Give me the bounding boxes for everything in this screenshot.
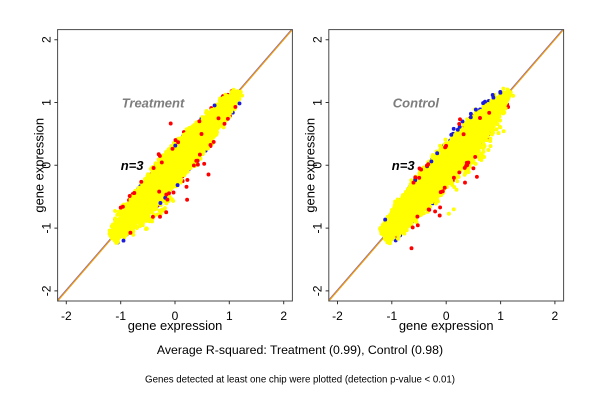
svg-text:2: 2 — [40, 36, 54, 43]
svg-text:Treatment: Treatment — [122, 96, 185, 111]
svg-text:1: 1 — [226, 309, 233, 323]
svg-text:-2: -2 — [61, 309, 72, 323]
svg-text:-1: -1 — [40, 222, 54, 233]
svg-text:n=3: n=3 — [392, 158, 416, 173]
svg-text:n=3: n=3 — [121, 158, 145, 173]
svg-text:0: 0 — [443, 309, 450, 323]
svg-text:gene expression: gene expression — [303, 118, 318, 213]
svg-text:-2: -2 — [40, 285, 54, 296]
svg-text:-2: -2 — [311, 285, 325, 296]
svg-text:gene expression: gene expression — [32, 118, 47, 213]
svg-text:Control: Control — [393, 96, 440, 111]
svg-text:-1: -1 — [115, 309, 126, 323]
svg-text:-1: -1 — [386, 309, 397, 323]
svg-text:2: 2 — [552, 309, 559, 323]
svg-text:gene expression: gene expression — [128, 318, 223, 333]
svg-text:1: 1 — [497, 309, 504, 323]
svg-text:1: 1 — [311, 99, 325, 106]
svg-text:gene expression: gene expression — [399, 318, 494, 333]
svg-text:2: 2 — [280, 309, 287, 323]
svg-text:0: 0 — [172, 309, 179, 323]
svg-text:Average R-squared: Treatment (: Average R-squared: Treatment (0.99), Con… — [157, 343, 443, 357]
svg-text:0: 0 — [40, 162, 54, 169]
svg-text:-1: -1 — [311, 222, 325, 233]
svg-text:-2: -2 — [332, 309, 343, 323]
svg-text:1: 1 — [40, 99, 54, 106]
svg-text:2: 2 — [311, 36, 325, 43]
svg-text:0: 0 — [311, 162, 325, 169]
svg-text:Genes detected at least one ch: Genes detected at least one chip were pl… — [145, 375, 455, 386]
